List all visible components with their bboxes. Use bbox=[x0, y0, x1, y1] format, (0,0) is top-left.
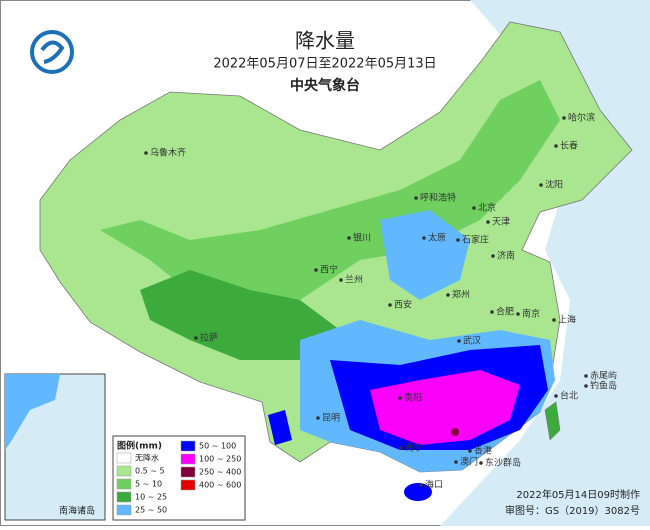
city-label: 沈阳 bbox=[545, 179, 563, 191]
legend-title: 图例(mm) bbox=[117, 440, 162, 452]
rain-zone bbox=[268, 410, 292, 445]
city-label: 南京 bbox=[522, 308, 540, 320]
city-dot bbox=[516, 312, 520, 316]
legend bbox=[112, 435, 246, 521]
city-label: 郑州 bbox=[452, 289, 470, 301]
city-label: 西安 bbox=[394, 299, 412, 311]
rain-zone bbox=[380, 210, 470, 300]
legend-swatch bbox=[180, 479, 196, 491]
agency: 中央气象台 bbox=[290, 77, 360, 94]
city-dot bbox=[490, 310, 494, 314]
legend-swatch bbox=[180, 466, 196, 478]
city-label: 西宁 bbox=[320, 264, 338, 276]
legend-swatch bbox=[116, 478, 132, 490]
footer: 审图号：GS（2019）3082号 bbox=[505, 504, 640, 517]
city-label: 兰州 bbox=[345, 274, 363, 286]
city-dot bbox=[584, 384, 588, 388]
city-label: 太原 bbox=[428, 232, 446, 244]
city-label: 合肥 bbox=[496, 306, 514, 318]
rain-zone bbox=[451, 428, 459, 436]
legend-swatch bbox=[116, 465, 132, 477]
logo bbox=[30, 30, 74, 74]
city-dot bbox=[584, 374, 588, 378]
city-label: 银川 bbox=[353, 232, 371, 244]
legend-swatch bbox=[116, 504, 132, 516]
rain-zone bbox=[100, 80, 560, 330]
city-label: 昆明 bbox=[322, 413, 340, 424]
city-dot bbox=[457, 339, 461, 343]
city-dot bbox=[347, 236, 351, 240]
legend-swatch bbox=[180, 453, 196, 465]
city-dot bbox=[144, 151, 148, 155]
inset-label: 南海诸岛 bbox=[59, 505, 95, 517]
legend-label: 无降水 bbox=[135, 453, 159, 463]
city-label: 南宁 bbox=[405, 442, 423, 454]
city-dot bbox=[539, 183, 543, 187]
rain-zone bbox=[140, 270, 340, 360]
legend-label: 5 ~ 10 bbox=[135, 480, 162, 489]
city-label: 呼和浩特 bbox=[420, 192, 456, 204]
city-dot bbox=[479, 461, 483, 465]
legend-swatch bbox=[116, 452, 132, 464]
city-dot bbox=[419, 483, 423, 487]
rain-zone bbox=[370, 370, 520, 445]
city-dot bbox=[454, 460, 458, 464]
hainan bbox=[404, 483, 432, 501]
city-dot bbox=[399, 446, 403, 450]
city-label: 哈尔滨 bbox=[568, 112, 595, 124]
city-label: 钓鱼岛 bbox=[590, 380, 617, 392]
city-label: 武汉 bbox=[463, 335, 481, 347]
city-dot bbox=[468, 449, 472, 453]
city-dot bbox=[456, 238, 460, 242]
city-dot bbox=[562, 116, 566, 120]
city-label: 东沙群岛 bbox=[485, 457, 521, 469]
legend-label: 25 ~ 50 bbox=[135, 506, 167, 515]
city-label: 香港 bbox=[474, 445, 492, 457]
city-label: 天津 bbox=[492, 217, 510, 228]
city-dot bbox=[194, 336, 198, 340]
legend-label: 50 ~ 100 bbox=[199, 442, 236, 451]
city-label: 北京 bbox=[478, 202, 496, 214]
title: 降水量 bbox=[295, 29, 355, 53]
city-label: 贵阳 bbox=[404, 392, 422, 404]
legend-label: 10 ~ 25 bbox=[135, 493, 167, 502]
city-dot bbox=[491, 254, 495, 258]
taiwan bbox=[544, 401, 561, 441]
city-dot bbox=[446, 293, 450, 297]
city-label: 石家庄 bbox=[462, 234, 489, 246]
city-label: 赤尾屿 bbox=[590, 371, 617, 382]
city-dot bbox=[388, 303, 392, 307]
city-dot bbox=[554, 394, 558, 398]
legend-label: 0.5 ~ 5 bbox=[135, 467, 165, 476]
city-dot bbox=[314, 268, 318, 272]
city-dot bbox=[552, 318, 556, 322]
city-label: 乌鲁木齐 bbox=[150, 147, 186, 159]
subtitle: 2022年05月07日至2022年05月13日 bbox=[213, 57, 436, 72]
city-label: 海口 bbox=[425, 479, 443, 491]
legend-label: 400 ~ 600 bbox=[199, 481, 241, 490]
legend-swatch bbox=[180, 440, 196, 452]
city-label: 长春 bbox=[560, 140, 578, 152]
legend-label: 250 ~ 400 bbox=[199, 468, 241, 477]
city-dot bbox=[339, 278, 343, 282]
city-dot bbox=[472, 206, 476, 210]
legend-label: 100 ~ 250 bbox=[199, 455, 241, 464]
city-label: 拉萨 bbox=[200, 332, 218, 344]
city-dot bbox=[554, 144, 558, 148]
logo bbox=[40, 40, 65, 64]
city-dot bbox=[414, 196, 418, 200]
city-dot bbox=[398, 396, 402, 400]
legend-swatch bbox=[116, 491, 132, 503]
inset-land bbox=[5, 374, 60, 450]
city-dot bbox=[486, 220, 490, 224]
footer: 2022年05月14日09时制作 bbox=[516, 488, 640, 501]
city-label: 济南 bbox=[497, 250, 515, 262]
city-dot bbox=[316, 416, 320, 420]
city-label: 台北 bbox=[560, 390, 578, 402]
city-dot bbox=[422, 236, 426, 240]
city-label: 澳门 bbox=[460, 456, 478, 468]
city-label: 上海 bbox=[558, 314, 576, 326]
